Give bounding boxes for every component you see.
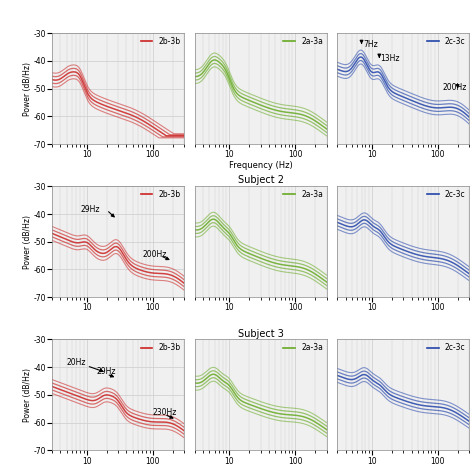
X-axis label: Frequency (Hz): Frequency (Hz) [229, 161, 292, 170]
Title: Subject 2: Subject 2 [237, 175, 284, 185]
Text: 200Hz: 200Hz [142, 250, 167, 259]
Legend: 2b-3b: 2b-3b [141, 190, 180, 199]
Y-axis label: Power (dB/Hz): Power (dB/Hz) [23, 215, 32, 269]
Text: 200Hz: 200Hz [443, 83, 467, 92]
Title: Subject 3: Subject 3 [238, 328, 283, 338]
Legend: 2c-3c: 2c-3c [427, 37, 465, 46]
Text: 29Hz: 29Hz [80, 205, 100, 214]
Text: 29Hz: 29Hz [96, 367, 116, 376]
Y-axis label: Power (dB/Hz): Power (dB/Hz) [23, 368, 32, 422]
Legend: 2a-3a: 2a-3a [283, 343, 323, 352]
Text: 20Hz: 20Hz [67, 358, 86, 367]
Legend: 2c-3c: 2c-3c [427, 343, 465, 352]
Text: 7Hz: 7Hz [364, 40, 378, 49]
Legend: 2a-3a: 2a-3a [283, 190, 323, 199]
Y-axis label: Power (dB/Hz): Power (dB/Hz) [23, 62, 32, 116]
Legend: 2b-3b: 2b-3b [141, 37, 180, 46]
Legend: 2a-3a: 2a-3a [283, 37, 323, 46]
Text: 13Hz: 13Hz [380, 54, 400, 63]
Legend: 2c-3c: 2c-3c [427, 190, 465, 199]
Text: 230Hz: 230Hz [153, 409, 177, 418]
Legend: 2b-3b: 2b-3b [141, 343, 180, 352]
